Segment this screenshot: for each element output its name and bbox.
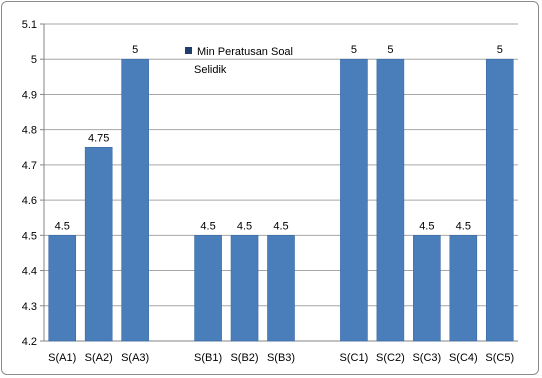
y-tick-label: 4.7 (22, 160, 37, 172)
legend-swatch (185, 47, 192, 54)
bar (449, 235, 478, 342)
bar (48, 235, 77, 342)
y-tick-label: 4.9 (22, 89, 37, 101)
x-tick-label: S(C5) (485, 352, 514, 364)
x-tick-label: S(A3) (121, 352, 149, 364)
bar (121, 58, 149, 342)
x-tick-label: S(A2) (85, 352, 113, 364)
data-label: 4.5 (419, 220, 434, 232)
data-label: 4.5 (200, 220, 215, 232)
x-tick-label: S(C4) (449, 352, 478, 364)
y-tick-label: 4.6 (22, 195, 37, 207)
data-label: 4.75 (88, 132, 109, 144)
data-label: 4.5 (55, 220, 70, 232)
data-label: 5 (387, 44, 393, 56)
y-tick-label: 4.4 (22, 266, 37, 278)
y-tick-label: 5.1 (22, 19, 37, 31)
x-tick-label: S(B3) (267, 352, 295, 364)
x-tick-label: S(B2) (230, 352, 258, 364)
data-labels: 4.5 4.75 5 4.5 4.5 4.5 5 5 4.5 4.5 5 (55, 44, 503, 232)
bar (413, 235, 441, 342)
x-tick-label: S(C2) (376, 352, 405, 364)
bar (194, 235, 222, 342)
data-label: 4.5 (456, 220, 471, 232)
y-tick-label: 4.5 (22, 230, 37, 242)
y-tick-label: 5 (31, 54, 37, 66)
x-tick-label: S(C3) (412, 352, 441, 364)
data-label: 5 (351, 44, 357, 56)
bar (84, 146, 113, 342)
data-label: 5 (132, 44, 138, 56)
x-tick-label: S(C1) (340, 352, 369, 364)
legend: Min Peratusan Soal Selidik (185, 46, 293, 76)
y-tick-label: 4.3 (22, 301, 37, 313)
data-label: 5 (497, 44, 503, 56)
x-tick-label: S(A1) (48, 352, 76, 364)
bar (340, 58, 368, 342)
data-label: 4.5 (237, 220, 252, 232)
bar (485, 58, 514, 342)
legend-label-line1: Min Peratusan Soal (197, 46, 293, 58)
y-tick-labels: 4.2 4.3 4.4 4.5 4.6 4.7 4.8 4.9 5 5.1 (22, 19, 37, 348)
legend-label-line2: Selidik (194, 64, 227, 76)
y-tick-label: 4.2 (22, 336, 37, 348)
y-tick-label: 4.8 (22, 125, 37, 137)
bars (48, 58, 514, 342)
bar (267, 235, 295, 342)
x-tick-labels: S(A1) S(A2) S(A3) S(B1) S(B2) S(B3) S(C1) S(C2)… (48, 352, 514, 364)
data-label: 4.5 (273, 220, 288, 232)
bar (230, 235, 259, 342)
x-tick-label: S(B1) (194, 352, 222, 364)
bar (376, 58, 405, 342)
